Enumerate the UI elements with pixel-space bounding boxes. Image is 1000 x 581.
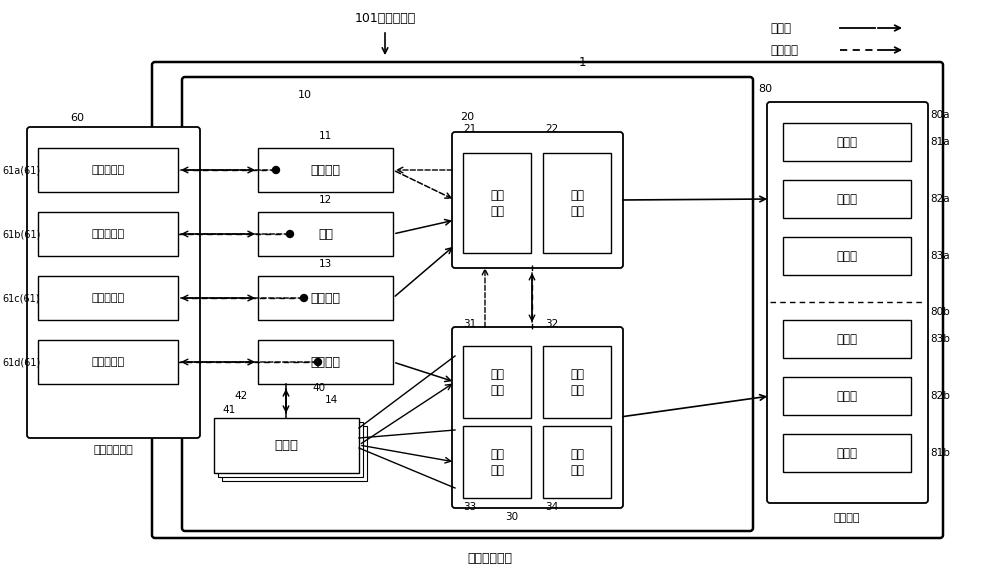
Text: 执行器: 执行器 [836, 249, 858, 263]
FancyBboxPatch shape [452, 327, 623, 508]
Text: 1: 1 [578, 56, 586, 69]
Bar [783, 237, 911, 275]
Bar [783, 180, 911, 218]
FancyBboxPatch shape [27, 127, 200, 438]
Text: 20: 20 [460, 112, 474, 122]
Text: 60: 60 [70, 113, 84, 123]
Text: 车辆
控制: 车辆 控制 [570, 368, 584, 396]
Text: 主信息: 主信息 [770, 21, 791, 34]
Text: 执行器: 执行器 [836, 135, 858, 149]
FancyBboxPatch shape [767, 102, 928, 503]
Bar [38, 212, 178, 256]
Bar [258, 212, 393, 256]
Bar [218, 422, 363, 477]
Bar [214, 418, 359, 473]
Bar [258, 276, 393, 320]
Text: 轨道计划: 轨道计划 [310, 356, 340, 368]
Bar [543, 426, 611, 498]
Text: 41: 41 [222, 405, 235, 415]
Text: 外界传感器: 外界传感器 [91, 229, 125, 239]
Text: 故障
检测: 故障 检测 [490, 368, 504, 396]
Text: 31: 31 [463, 319, 476, 329]
Text: 模式
选择: 模式 选择 [490, 447, 504, 476]
Text: 61b(61): 61b(61) [2, 229, 40, 239]
Bar [463, 426, 531, 498]
Text: 行动预测: 行动预测 [310, 292, 340, 304]
Text: 12: 12 [318, 195, 332, 205]
Circle shape [272, 167, 280, 174]
Text: 81a: 81a [930, 137, 950, 147]
Circle shape [314, 358, 322, 365]
FancyBboxPatch shape [452, 132, 623, 268]
Bar [222, 426, 367, 481]
Bar [38, 148, 178, 192]
Bar [258, 340, 393, 384]
Text: 跛行
运算: 跛行 运算 [570, 447, 584, 476]
Text: 执行器: 执行器 [836, 389, 858, 403]
Bar [783, 377, 911, 415]
Bar [543, 346, 611, 418]
Text: 车辆
控制: 车辆 控制 [570, 188, 584, 217]
Text: 13: 13 [318, 259, 332, 269]
Text: 33: 33 [463, 502, 476, 512]
Text: 40: 40 [312, 383, 325, 393]
Text: 融合: 融合 [318, 228, 333, 241]
Text: 执行器: 执行器 [836, 332, 858, 346]
FancyBboxPatch shape [182, 77, 753, 531]
Circle shape [300, 295, 308, 302]
Text: 101：车载系统: 101：车载系统 [354, 12, 416, 24]
Bar [38, 340, 178, 384]
Text: 执行器: 执行器 [836, 192, 858, 206]
Text: 81b: 81b [930, 448, 950, 458]
Text: 21: 21 [463, 124, 476, 134]
Text: 电子控制装置: 电子控制装置 [468, 551, 512, 565]
Bar [463, 346, 531, 418]
Text: 82b: 82b [930, 391, 950, 401]
Text: 22: 22 [545, 124, 558, 134]
Bar [783, 123, 911, 161]
Text: 32: 32 [545, 319, 558, 329]
Bar [543, 153, 611, 253]
Text: 监视信息: 监视信息 [770, 44, 798, 56]
Bar [463, 153, 531, 253]
Text: 61c(61): 61c(61) [2, 293, 40, 303]
Text: 外界传感器: 外界传感器 [91, 357, 125, 367]
Text: 10: 10 [298, 90, 312, 100]
Text: 34: 34 [545, 502, 558, 512]
Text: 执行器组: 执行器组 [834, 513, 860, 523]
Text: 执行器: 执行器 [836, 447, 858, 460]
Text: 故障检测: 故障检测 [310, 163, 340, 177]
Text: 30: 30 [505, 512, 518, 522]
Text: 外界传感器: 外界传感器 [91, 293, 125, 303]
Text: 61a(61): 61a(61) [2, 165, 40, 175]
Text: 80b: 80b [930, 307, 950, 317]
Text: 61d(61): 61d(61) [2, 357, 40, 367]
Text: 82a: 82a [930, 194, 950, 204]
Text: 42: 42 [234, 391, 247, 401]
Text: 83b: 83b [930, 334, 950, 344]
Text: 80a: 80a [930, 110, 950, 120]
Text: 外界传感器: 外界传感器 [91, 165, 125, 175]
Text: 14: 14 [325, 395, 338, 405]
Text: 83a: 83a [930, 251, 950, 261]
Text: 故障
检测: 故障 检测 [490, 188, 504, 217]
Bar [783, 320, 911, 358]
Bar [38, 276, 178, 320]
FancyBboxPatch shape [152, 62, 943, 538]
Text: 11: 11 [318, 131, 332, 141]
Bar [258, 148, 393, 192]
Circle shape [287, 231, 294, 238]
Text: 80: 80 [758, 84, 772, 94]
Bar [783, 434, 911, 472]
Text: 外界传感器组: 外界传感器组 [93, 445, 133, 455]
Text: 存储器: 存储器 [274, 439, 298, 452]
